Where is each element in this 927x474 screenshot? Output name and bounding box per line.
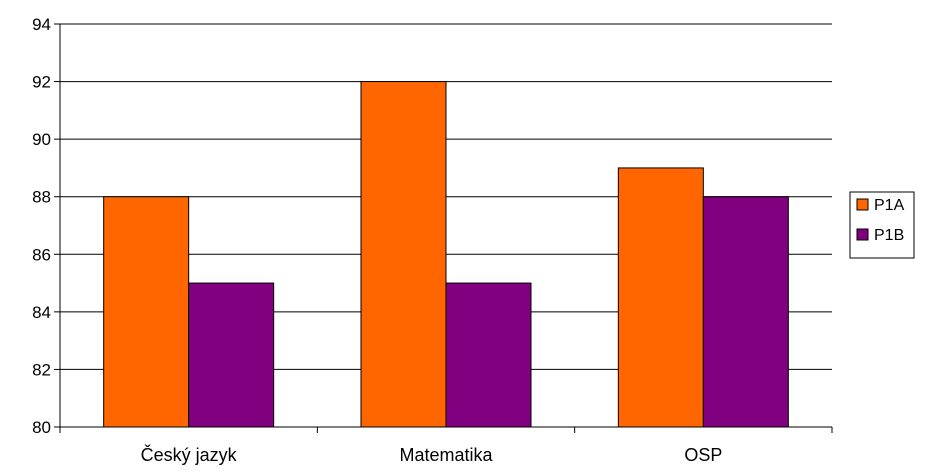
- axes: 80 82 84 86 88 90 92 94 Český jazyk Matematika OSP: [32, 15, 833, 465]
- legend-swatch-p1b: [856, 228, 869, 241]
- bar-p1a-1: [103, 196, 190, 428]
- bar-p1b-1: [188, 282, 275, 428]
- y-tick-label: 84: [32, 303, 51, 322]
- bar-p1a-3: [617, 167, 704, 428]
- x-category-label: OSP: [684, 445, 722, 465]
- y-tick-label: 90: [32, 130, 51, 149]
- y-tick-label: 88: [32, 188, 51, 207]
- legend-label-p1a: P1A: [874, 197, 905, 214]
- y-tick-label: 86: [32, 245, 51, 264]
- legend-swatch-p1a: [856, 198, 869, 211]
- legend-label-p1b: P1B: [874, 227, 904, 244]
- y-tick-label: 82: [32, 360, 51, 379]
- legend: P1A P1B: [849, 191, 915, 259]
- bar-p1a-2: [360, 81, 447, 428]
- bar-p1b-3: [702, 196, 789, 428]
- x-category-label: Matematika: [399, 445, 493, 465]
- y-tick-label: 94: [32, 15, 51, 34]
- y-tick-label: 92: [32, 73, 51, 92]
- y-tick-label: 80: [32, 418, 51, 437]
- bar-p1b-2: [445, 282, 532, 428]
- bars: [103, 81, 789, 428]
- x-category-label: Český jazyk: [141, 444, 238, 465]
